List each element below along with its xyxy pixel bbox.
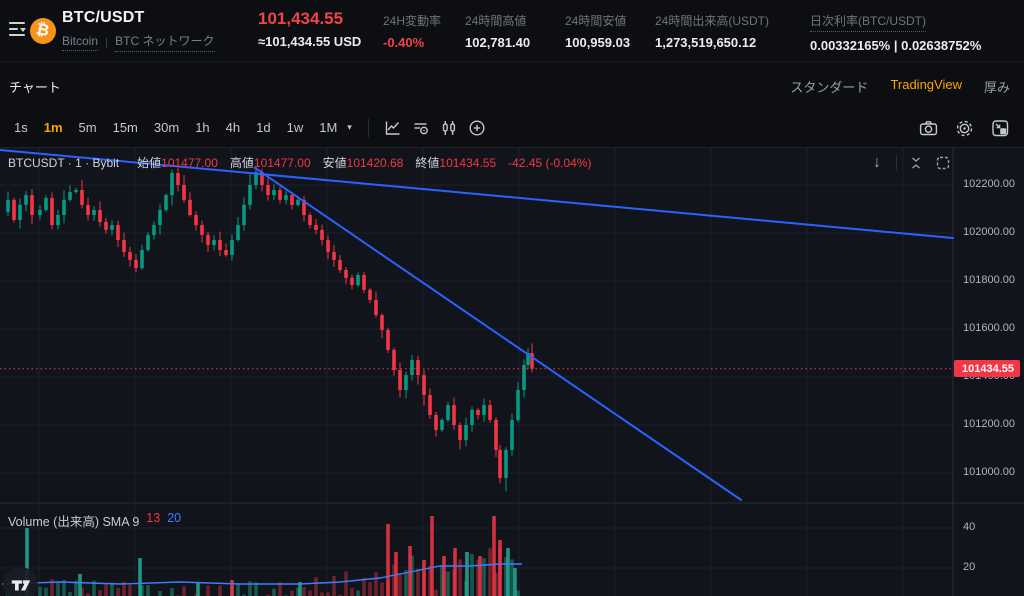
pane-buttons: ↓ xyxy=(866,153,954,173)
volume-sma20-line xyxy=(1,563,522,585)
indicators-icon[interactable] xyxy=(407,115,435,141)
candles xyxy=(6,166,534,492)
collapse-pane-icon[interactable] xyxy=(905,153,927,173)
trendline-1[interactable] xyxy=(0,148,954,240)
legend-change: -42.45 (-0.04%) xyxy=(508,155,592,170)
chart-header: チャート スタンダード TradingView 厚み xyxy=(0,62,1024,108)
interval-5m[interactable]: 5m xyxy=(78,120,97,135)
pane-buttons-divider xyxy=(896,155,897,171)
base-asset-link[interactable]: Bitcoin xyxy=(62,34,99,51)
maximize-pane-icon[interactable] xyxy=(932,153,954,173)
last-price: 101,434.55 xyxy=(258,9,344,28)
interval-1M[interactable]: 1M xyxy=(319,120,338,135)
usd-price: ≈101,434.55 USD xyxy=(258,34,362,49)
screenshot-camera-icon[interactable] xyxy=(914,115,942,141)
stat-daily-rate: 日次利率(BTC/USDT) 0.00332165% | 0.02638752% xyxy=(810,14,982,53)
volume-sma20-value: 20 xyxy=(167,511,182,525)
bitcoin-logo-icon: ₿ xyxy=(30,18,56,44)
chart-title: チャート xyxy=(9,80,61,95)
interval-1d[interactable]: 1d xyxy=(256,120,271,135)
menu-icon[interactable] xyxy=(9,22,27,38)
fullscreen-expand-icon[interactable] xyxy=(986,115,1014,141)
symbol-title[interactable]: BTC/USDT xyxy=(62,9,145,26)
interval-dropdown-icon[interactable]: ▾ xyxy=(347,122,352,132)
gridlines xyxy=(0,148,953,596)
tab-tradingview[interactable]: TradingView xyxy=(890,77,962,92)
stat-24h-change: 24H変動率 -0.40% xyxy=(383,14,442,50)
chart-region: BTCUSDT · 1 · Bybit 始値101477.00 高値101477… xyxy=(0,148,1024,596)
ticker-separator: | xyxy=(105,35,109,49)
candlestick-canvas[interactable] xyxy=(0,148,1024,596)
network-link[interactable]: BTC ネットワーク xyxy=(115,32,215,52)
stat-24h-volume: 24時間出来高(USDT) 1,273,519,650.12 xyxy=(655,14,770,50)
scroll-to-latest-icon[interactable]: ↓ xyxy=(873,154,881,171)
add-indicator-icon[interactable] xyxy=(463,115,491,141)
tab-standard[interactable]: スタンダード xyxy=(790,80,869,95)
volume-legend-title[interactable]: Volume (出来高) SMA 9 xyxy=(8,515,140,529)
stat-24h-low: 24時間安値 100,959.03 xyxy=(565,14,631,50)
legend-open: 始値101477.00 xyxy=(137,156,218,170)
chart-toolbar: 1s 1m 5m 15m 30m 1h 4h 1d 1w 1M ▾ xyxy=(0,108,1024,148)
interval-30m[interactable]: 30m xyxy=(153,120,180,135)
stat-24h-high: 24時間高値 102,781.40 xyxy=(465,14,531,50)
trendline-2[interactable] xyxy=(254,166,742,501)
interval-15m[interactable]: 15m xyxy=(112,120,138,135)
interval-4h[interactable]: 4h xyxy=(225,120,241,135)
tab-depth[interactable]: 厚み xyxy=(983,80,1010,95)
series-title[interactable]: BTCUSDT · 1 · Bybit xyxy=(8,155,120,170)
legend-high: 高値101477.00 xyxy=(229,156,311,170)
ohlc-legend: BTCUSDT · 1 · Bybit 始値101477.00 高値101477… xyxy=(8,154,592,171)
header: ₿ BTC/USDT Bitcoin | BTC ネットワーク 101,434.… xyxy=(0,0,1024,62)
compare-candles-icon[interactable] xyxy=(435,115,463,141)
interval-1s[interactable]: 1s xyxy=(14,120,28,135)
tradingview-logo[interactable] xyxy=(3,567,38,596)
volume-sma13-value: 13 xyxy=(146,511,161,525)
interval-1m[interactable]: 1m xyxy=(43,120,63,135)
legend-low: 安値101420.68 xyxy=(322,156,404,170)
chart-style-icon[interactable] xyxy=(379,115,407,141)
interval-1w[interactable]: 1w xyxy=(286,120,304,135)
toolbar-right xyxy=(914,115,1014,141)
toolbar-divider xyxy=(367,118,369,137)
legend-close: 終値101434.55 xyxy=(415,156,497,170)
interval-1h[interactable]: 1h xyxy=(195,120,210,135)
volume-legend: Volume (出来高) SMA 9 13 20 xyxy=(8,511,181,530)
settings-gear-icon[interactable] xyxy=(950,115,978,141)
